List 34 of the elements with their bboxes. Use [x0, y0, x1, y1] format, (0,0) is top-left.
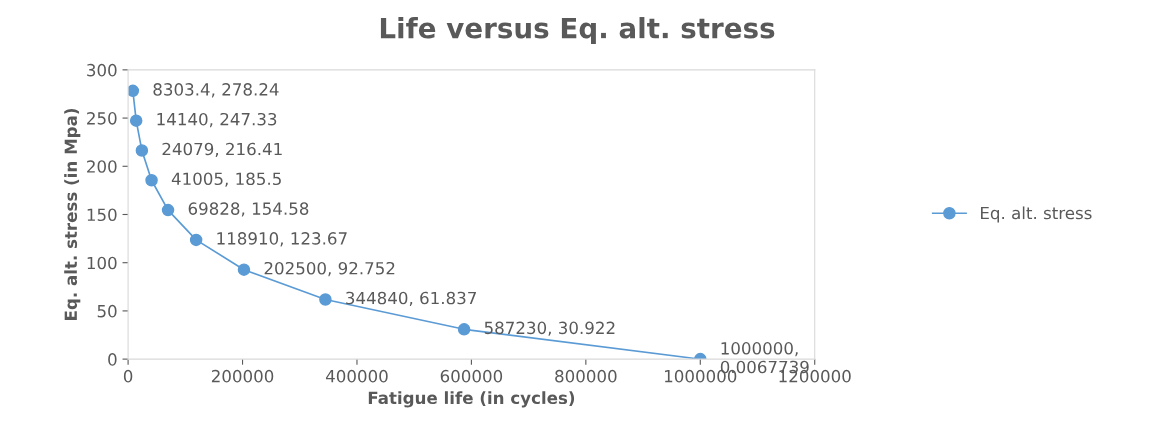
point — [145, 174, 158, 187]
data-label: 118910, 123.67 — [217, 232, 347, 247]
y-tick-label: 50 — [97, 304, 117, 318]
point — [237, 263, 251, 276]
y-tick-label: 250 — [87, 112, 117, 125]
data-label: 41005, 185.5 — [171, 172, 281, 187]
x-tick-label: 400000 — [325, 369, 388, 383]
chart-title: Life versus Eq. alt. stress — [380, 17, 775, 44]
data-label: 202500, 92.752 — [264, 261, 395, 277]
point — [161, 203, 175, 217]
point — [189, 233, 203, 247]
data-label: 344840, 61.837 — [346, 291, 476, 307]
x-tick-label: 600000 — [440, 369, 503, 383]
point — [319, 293, 332, 306]
x-axis-title: Fatigue life (in cycles) — [368, 391, 575, 408]
point — [129, 114, 143, 127]
legend-label: Eq. alt. stress — [981, 206, 1092, 223]
data-label: 8303.4, 278.24 — [153, 83, 279, 98]
point — [457, 323, 471, 336]
y-tick-label: 150 — [87, 208, 117, 222]
y-axis-title: Eq. alt. stress (in Mpa) — [64, 108, 81, 320]
data-label: 24079, 216.41 — [162, 142, 282, 157]
data-label: 14140, 247.33 — [157, 112, 277, 128]
point — [128, 84, 140, 98]
y-tick-label: 300 — [87, 63, 117, 77]
y-tick-label: 100 — [87, 256, 117, 270]
point — [135, 144, 149, 157]
data-label: 69828, 154.58 — [188, 202, 309, 217]
x-tick-label: 0 — [123, 369, 133, 383]
x-tick-label: 200000 — [211, 369, 274, 383]
data-label: 587230, 30.922 — [484, 321, 615, 336]
x-tick-label: 800000 — [555, 369, 617, 383]
y-tick-label: 200 — [87, 160, 117, 173]
y-tick-label: 0 — [108, 353, 117, 366]
